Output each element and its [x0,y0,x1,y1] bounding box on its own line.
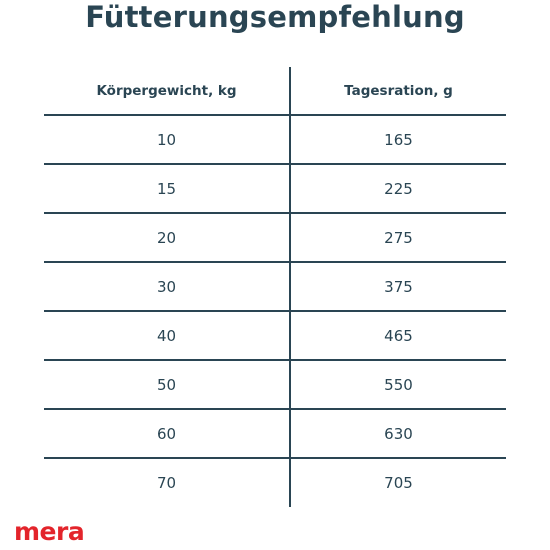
feeding-table: Körpergewicht, kg Tagesration, g 10 165 … [44,67,506,507]
page-title: Fütterungsempfehlung [85,0,465,34]
cell-body-weight: 10 [156,131,177,149]
table-row: 10 165 [44,116,506,165]
table-row: 40 465 [44,312,506,361]
brand-logo: mera [14,517,85,546]
row-divider [44,408,506,410]
row-divider [44,163,506,165]
row-divider [44,212,506,214]
column-divider [289,67,291,507]
cell-daily-ration: 630 [384,425,413,443]
cell-daily-ration: 550 [384,376,413,394]
cell-body-weight: 40 [156,327,177,345]
cell-body-weight: 50 [156,376,177,394]
header-body-weight: Körpergewicht, kg [96,83,237,99]
cell-body-weight: 70 [156,474,177,492]
cell-daily-ration: 165 [384,131,413,149]
cell-body-weight: 60 [156,425,177,443]
cell-body-weight: 30 [156,278,177,296]
cell-daily-ration: 465 [384,327,413,345]
row-divider [44,359,506,361]
table-header-row: Körpergewicht, kg Tagesration, g [44,67,506,116]
row-divider [44,310,506,312]
row-divider [44,261,506,263]
header-daily-ration: Tagesration, g [344,83,453,99]
cell-daily-ration: 705 [384,474,413,492]
cell-body-weight: 20 [156,229,177,247]
table-row: 15 225 [44,165,506,214]
row-divider [44,114,506,116]
table-row: 70 705 [44,459,506,508]
row-divider [44,457,506,459]
cell-daily-ration: 275 [384,229,413,247]
cell-daily-ration: 225 [384,180,413,198]
cell-daily-ration: 375 [384,278,413,296]
cell-body-weight: 15 [156,180,177,198]
table-row: 30 375 [44,263,506,312]
table-row: 50 550 [44,361,506,410]
table-row: 20 275 [44,214,506,263]
table-row: 60 630 [44,410,506,459]
